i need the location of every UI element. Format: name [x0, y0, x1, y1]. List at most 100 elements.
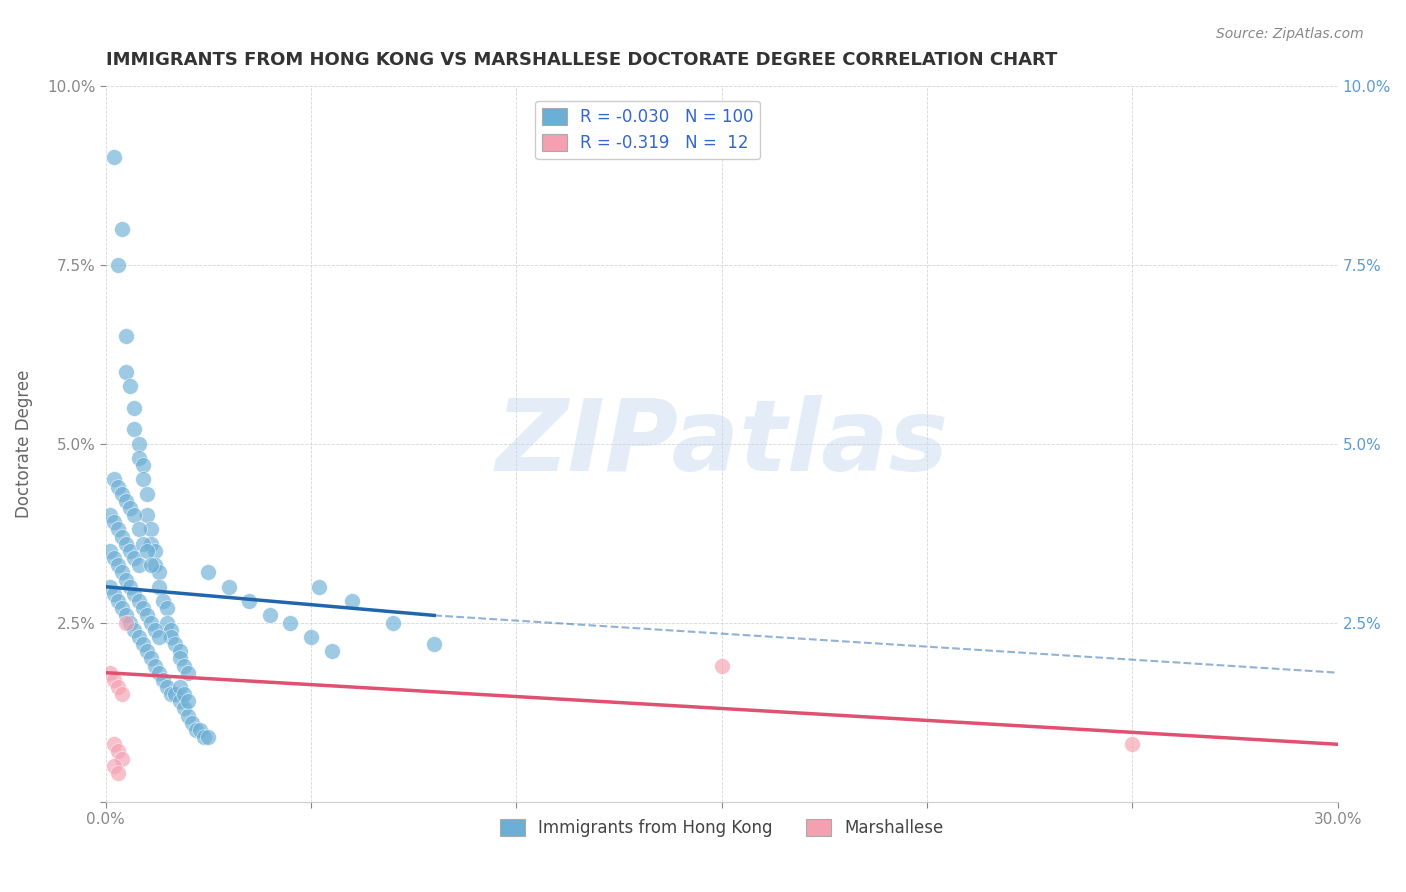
Point [107, 258, 129, 272]
Point [103, 587, 125, 601]
Point [103, 551, 125, 566]
Point [107, 744, 129, 758]
Point [160, 630, 183, 644]
Y-axis label: Doctorate Degree: Doctorate Degree [15, 369, 32, 517]
Point [1121, 737, 1143, 751]
Point [184, 723, 207, 737]
Point [135, 486, 157, 500]
Point [124, 623, 146, 637]
Point [131, 537, 153, 551]
Point [107, 594, 129, 608]
Point [131, 601, 153, 615]
Point [115, 493, 138, 508]
Point [128, 630, 150, 644]
Point [98, 665, 121, 680]
Point [181, 715, 204, 730]
Point [160, 687, 183, 701]
Point [115, 365, 138, 379]
Point [124, 422, 146, 436]
Point [120, 615, 142, 630]
Point [120, 544, 142, 558]
Point [169, 651, 191, 665]
Point [98, 544, 121, 558]
Point [128, 436, 150, 450]
Point [169, 644, 191, 658]
Point [139, 558, 162, 573]
Point [128, 594, 150, 608]
Point [197, 566, 219, 580]
Point [98, 580, 121, 594]
Point [115, 608, 138, 623]
Point [115, 615, 138, 630]
Point [177, 665, 200, 680]
Point [135, 608, 157, 623]
Point [308, 580, 330, 594]
Point [103, 737, 125, 751]
Point [139, 523, 162, 537]
Point [128, 558, 150, 573]
Point [299, 630, 322, 644]
Point [135, 544, 157, 558]
Point [107, 523, 129, 537]
Point [156, 601, 179, 615]
Point [165, 637, 187, 651]
Point [423, 637, 446, 651]
Point [218, 580, 240, 594]
Point [120, 500, 142, 515]
Point [173, 687, 195, 701]
Text: ZIPatlas: ZIPatlas [495, 395, 948, 492]
Point [124, 587, 146, 601]
Point [152, 673, 174, 687]
Point [156, 615, 179, 630]
Point [152, 594, 174, 608]
Point [143, 544, 166, 558]
Point [111, 486, 134, 500]
Point [103, 516, 125, 530]
Point [111, 221, 134, 235]
Legend: Immigrants from Hong Kong, Marshallese: Immigrants from Hong Kong, Marshallese [494, 812, 950, 843]
Point [115, 329, 138, 343]
Point [169, 680, 191, 694]
Point [148, 580, 170, 594]
Point [135, 508, 157, 523]
Point [98, 508, 121, 523]
Point [111, 751, 134, 765]
Point [103, 758, 125, 772]
Point [131, 458, 153, 472]
Point [124, 401, 146, 415]
Point [143, 558, 166, 573]
Point [131, 472, 153, 486]
Point [111, 687, 134, 701]
Point [148, 665, 170, 680]
Point [143, 658, 166, 673]
Point [128, 523, 150, 537]
Point [148, 566, 170, 580]
Point [173, 658, 195, 673]
Point [103, 673, 125, 687]
Point [148, 630, 170, 644]
Point [111, 566, 134, 580]
Point [107, 558, 129, 573]
Text: IMMIGRANTS FROM HONG KONG VS MARSHALLESE DOCTORATE DEGREE CORRELATION CHART: IMMIGRANTS FROM HONG KONG VS MARSHALLESE… [105, 51, 1057, 69]
Point [143, 623, 166, 637]
Point [238, 594, 260, 608]
Point [197, 730, 219, 744]
Point [128, 450, 150, 465]
Point [120, 580, 142, 594]
Point [111, 530, 134, 544]
Point [139, 651, 162, 665]
Point [169, 694, 191, 708]
Point [165, 687, 187, 701]
Point [120, 379, 142, 393]
Point [111, 601, 134, 615]
Point [177, 708, 200, 723]
Point [382, 615, 405, 630]
Point [115, 537, 138, 551]
Point [107, 680, 129, 694]
Point [340, 594, 363, 608]
Point [115, 573, 138, 587]
Point [280, 615, 302, 630]
Point [193, 730, 215, 744]
Point [107, 766, 129, 780]
Text: Source: ZipAtlas.com: Source: ZipAtlas.com [1216, 27, 1364, 41]
